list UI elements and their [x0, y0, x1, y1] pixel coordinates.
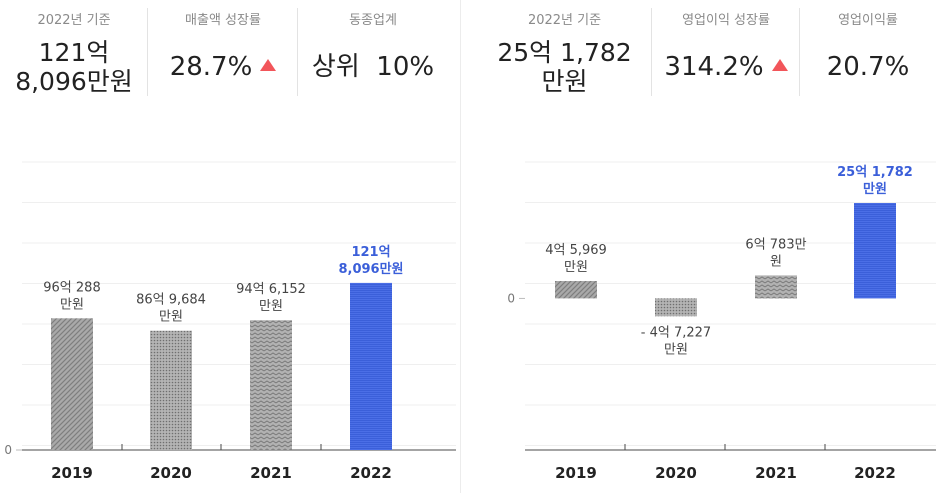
profit-base-value-line1: 25억 1,782: [497, 38, 632, 67]
x-tick-label: 2021: [250, 464, 292, 482]
bar-2020: [150, 330, 192, 450]
profit-base-label: 2022년 기준: [527, 13, 602, 28]
trend-up-icon: [771, 58, 788, 71]
revenue-industry-stat: 동종업계 상위 10%: [298, 0, 448, 100]
data-label: 8,096만원: [338, 261, 403, 277]
bar-2021: [250, 320, 292, 450]
x-tick-label: 2022: [350, 464, 392, 482]
data-label: 4억 5,969: [545, 243, 607, 258]
revenue-base-stat: 2022년 기준 121억 8,096만원: [0, 0, 148, 100]
profit-base-value: 25억 1,782 만원: [477, 38, 652, 96]
revenue-growth-label: 매출액 성장률: [185, 13, 261, 28]
x-tick-label: 2021: [755, 464, 797, 482]
y-zero-label: 0: [4, 443, 12, 457]
profit-growth-number: 314.2%: [664, 52, 764, 82]
profit-margin-value: 20.7%: [826, 52, 910, 82]
revenue-panel: 2022년 기준 121억 8,096만원 매출액 성장률 28.7% 동종업계…: [0, 0, 460, 493]
data-label: 만원: [159, 310, 183, 325]
x-tick-label: 2019: [555, 464, 597, 482]
revenue-growth-value: 28.7%: [148, 52, 298, 82]
revenue-bar-chart: 0 96억 288 만원 86억 9,684 만원 94억 6,152 만원 121억8,09…: [4, 161, 456, 482]
profit-growth-value: 314.2%: [652, 52, 800, 82]
revenue-growth-number: 28.7%: [169, 52, 253, 82]
revenue-growth-stat: 매출액 성장률 28.7%: [148, 0, 298, 100]
data-label: 만원: [664, 342, 688, 357]
profit-growth-label: 영업이익 성장률: [682, 13, 770, 28]
data-label: 원: [770, 254, 782, 269]
revenue-base-value: 121억 8,096만원: [0, 38, 148, 96]
data-label: 만원: [863, 181, 887, 197]
trend-up-icon: [260, 58, 277, 71]
x-tick-label: 2022: [854, 464, 896, 482]
profit-base-value-line2: 만원: [541, 67, 588, 96]
data-label: 만원: [60, 297, 84, 312]
data-label: 86억 9,684: [136, 293, 206, 308]
bar-2020: [655, 298, 697, 317]
revenue-base-label: 2022년 기준: [37, 13, 111, 28]
stat-divider: [297, 8, 298, 96]
y-zero-label: 0: [507, 291, 515, 305]
profit-panel: 2022년 기준 25억 1,782 만원 영업이익 성장률 314.2% 영업…: [477, 0, 936, 493]
revenue-industry-value: 상위 10%: [311, 52, 435, 82]
stat-divider: [147, 8, 148, 96]
x-tick-label: 2020: [655, 464, 697, 482]
profit-base-stat: 2022년 기준 25억 1,782 만원: [477, 0, 652, 100]
data-label: - 4억 7,227: [641, 325, 711, 340]
bar-2022: [350, 282, 392, 450]
data-label: 96억 288: [43, 280, 100, 295]
profit-margin-stat: 영업이익률 20.7%: [800, 0, 936, 100]
stat-divider: [651, 8, 652, 96]
revenue-base-value-line2: 8,096만원: [15, 67, 133, 96]
data-label: 25억 1,782: [837, 165, 913, 180]
data-label: 121억: [351, 245, 390, 260]
x-tick-label: 2019: [51, 464, 93, 482]
profit-margin-label: 영업이익률: [838, 13, 898, 28]
stat-divider: [799, 8, 800, 96]
revenue-industry-label: 동종업계: [349, 13, 397, 28]
profit-growth-stat: 영업이익 성장률 314.2%: [652, 0, 800, 100]
bar-2022: [854, 203, 896, 299]
data-label: 94억 6,152: [236, 282, 306, 297]
x-tick-label: 2020: [150, 464, 192, 482]
revenue-base-value-line1: 121억: [38, 38, 110, 67]
panel-divider: [460, 0, 461, 493]
bar-2021: [755, 275, 797, 299]
data-label: 만원: [259, 299, 283, 314]
bar-2019: [51, 318, 93, 450]
data-label: 6억 783만: [745, 237, 806, 252]
data-label: 만원: [564, 260, 588, 275]
bar-2019: [555, 281, 597, 299]
